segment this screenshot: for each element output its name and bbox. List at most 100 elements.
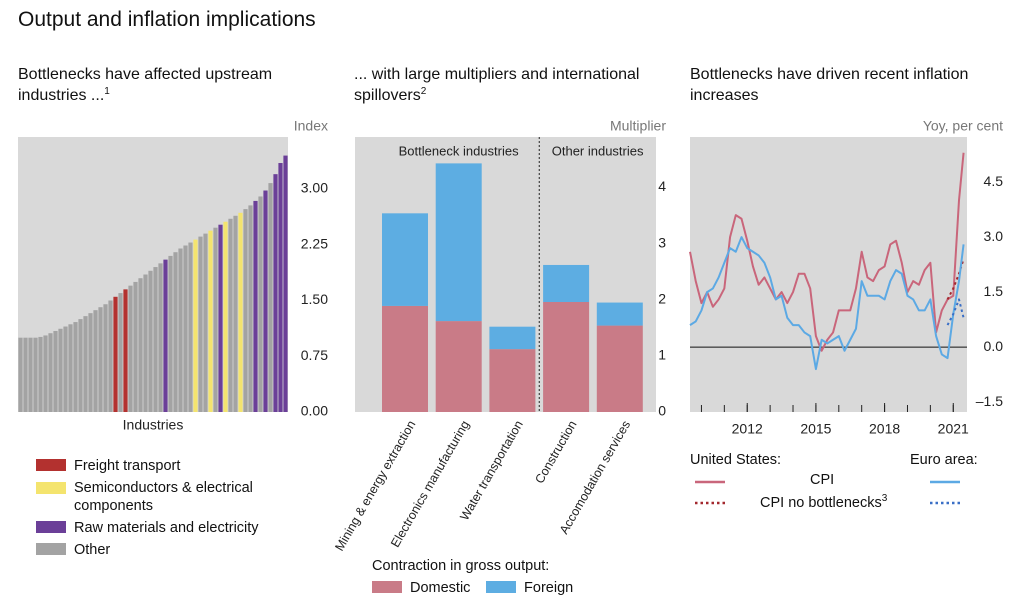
legend-item: Semiconductors & electrical components (36, 477, 306, 517)
legend-swatch (36, 482, 66, 494)
y-tick-label: 3.00 (301, 180, 328, 196)
bar-segment (435, 321, 482, 412)
bar (163, 259, 168, 412)
bar (93, 310, 98, 412)
bar (58, 328, 63, 412)
bar (258, 196, 263, 412)
y-tick-label: 0 (658, 403, 666, 419)
x-tick-label: Water transportation (457, 418, 526, 523)
x-tick-label: Construction (532, 418, 579, 486)
legend-label: Freight transport (74, 458, 181, 474)
bar (263, 190, 268, 412)
bar (78, 319, 83, 412)
legend-label: Raw materials and electricity (74, 520, 259, 536)
y-axis-unit: Index (294, 118, 328, 134)
legend-group: United States: (690, 452, 782, 468)
series-line (689, 152, 965, 352)
bar (188, 242, 193, 412)
bar (223, 221, 228, 412)
legend: Contraction in gross output: Domestic Fo… (372, 555, 672, 599)
y-axis-unit: Multiplier (610, 118, 666, 134)
legend-label: Semiconductors & electrical components (74, 480, 253, 514)
bar (168, 255, 173, 412)
y-tick-label: 2 (658, 290, 666, 306)
bar (278, 163, 283, 412)
bar (88, 313, 93, 412)
x-axis-label: Industries (123, 417, 184, 433)
legend: Freight transport Semiconductors & elect… (36, 455, 306, 561)
x-tick-label: 2021 (938, 421, 969, 437)
bar (28, 337, 33, 412)
bar (118, 293, 123, 412)
bar-segment (489, 326, 536, 350)
bar-segment (596, 302, 643, 326)
legend-swatch (695, 501, 725, 505)
bar-segment (382, 305, 428, 412)
legend-label: Domestic (410, 580, 471, 596)
bar (63, 326, 68, 412)
legend-group: Euro area: (910, 452, 978, 468)
annotation: Other industries (552, 143, 644, 158)
series-line (689, 236, 965, 371)
bar (23, 337, 28, 412)
y-tick-label: –1.5 (976, 393, 1003, 409)
legend-item: Freight transport (36, 455, 306, 477)
bar (183, 245, 188, 412)
bar (33, 337, 38, 412)
legend-swatch (36, 543, 66, 555)
x-tick-label: 2018 (869, 421, 900, 437)
bar (43, 335, 48, 412)
bar-segment (382, 213, 428, 306)
chart-title: Bottlenecks have driven recent inflation… (690, 64, 990, 106)
bar (253, 200, 258, 412)
y-tick-label: 2.25 (301, 235, 328, 251)
bar (53, 330, 58, 412)
bar (83, 316, 88, 412)
legend-swatch (930, 501, 960, 505)
bar (18, 337, 23, 412)
bar (153, 267, 158, 412)
bar-segment (489, 349, 536, 412)
bar (283, 155, 288, 412)
bar (68, 324, 73, 412)
y-tick-label: 1.50 (301, 291, 328, 307)
bar (103, 304, 108, 412)
bar (178, 248, 183, 412)
legend-label: CPI (810, 472, 835, 488)
y-tick-label: 4.5 (984, 173, 1004, 189)
series-line (946, 298, 965, 326)
chart-title: Bottlenecks have affected upstream indus… (18, 64, 338, 106)
bar (218, 224, 223, 412)
legend-label: Other (74, 542, 111, 558)
legend-item: Raw materials and electricity (36, 517, 306, 539)
bar (268, 183, 273, 412)
chart-title-text: Bottlenecks have affected upstream indus… (18, 66, 273, 104)
chart-title-text: Bottlenecks have driven recent inflation… (690, 66, 969, 104)
footnote-mark: 3 (881, 493, 888, 504)
bar (38, 336, 43, 412)
bar (128, 285, 133, 412)
bar-segment (543, 264, 590, 302)
footnote-mark: 2 (420, 86, 427, 97)
bar (108, 300, 113, 412)
bar (133, 281, 138, 412)
bar-segment (435, 163, 482, 322)
legend-swatch (486, 581, 517, 593)
bar (48, 333, 53, 412)
legend-label: Foreign (524, 580, 574, 596)
bar (273, 174, 278, 412)
legend-swatch (36, 459, 66, 471)
y-tick-label: 4 (658, 178, 666, 194)
y-tick-label: 3.0 (984, 228, 1004, 244)
series-line (946, 258, 965, 300)
y-axis-unit: Yoy, per cent (923, 118, 1003, 134)
footnote-mark: 1 (104, 86, 110, 97)
y-tick-label: 0.0 (984, 338, 1004, 354)
x-tick-label: 2012 (732, 421, 763, 437)
bar-segment (596, 325, 643, 412)
bar (248, 205, 253, 412)
legend: United States: Euro area: CPI CPI no bot… (690, 452, 1010, 522)
legend-swatch (695, 480, 725, 484)
bar (203, 233, 208, 412)
